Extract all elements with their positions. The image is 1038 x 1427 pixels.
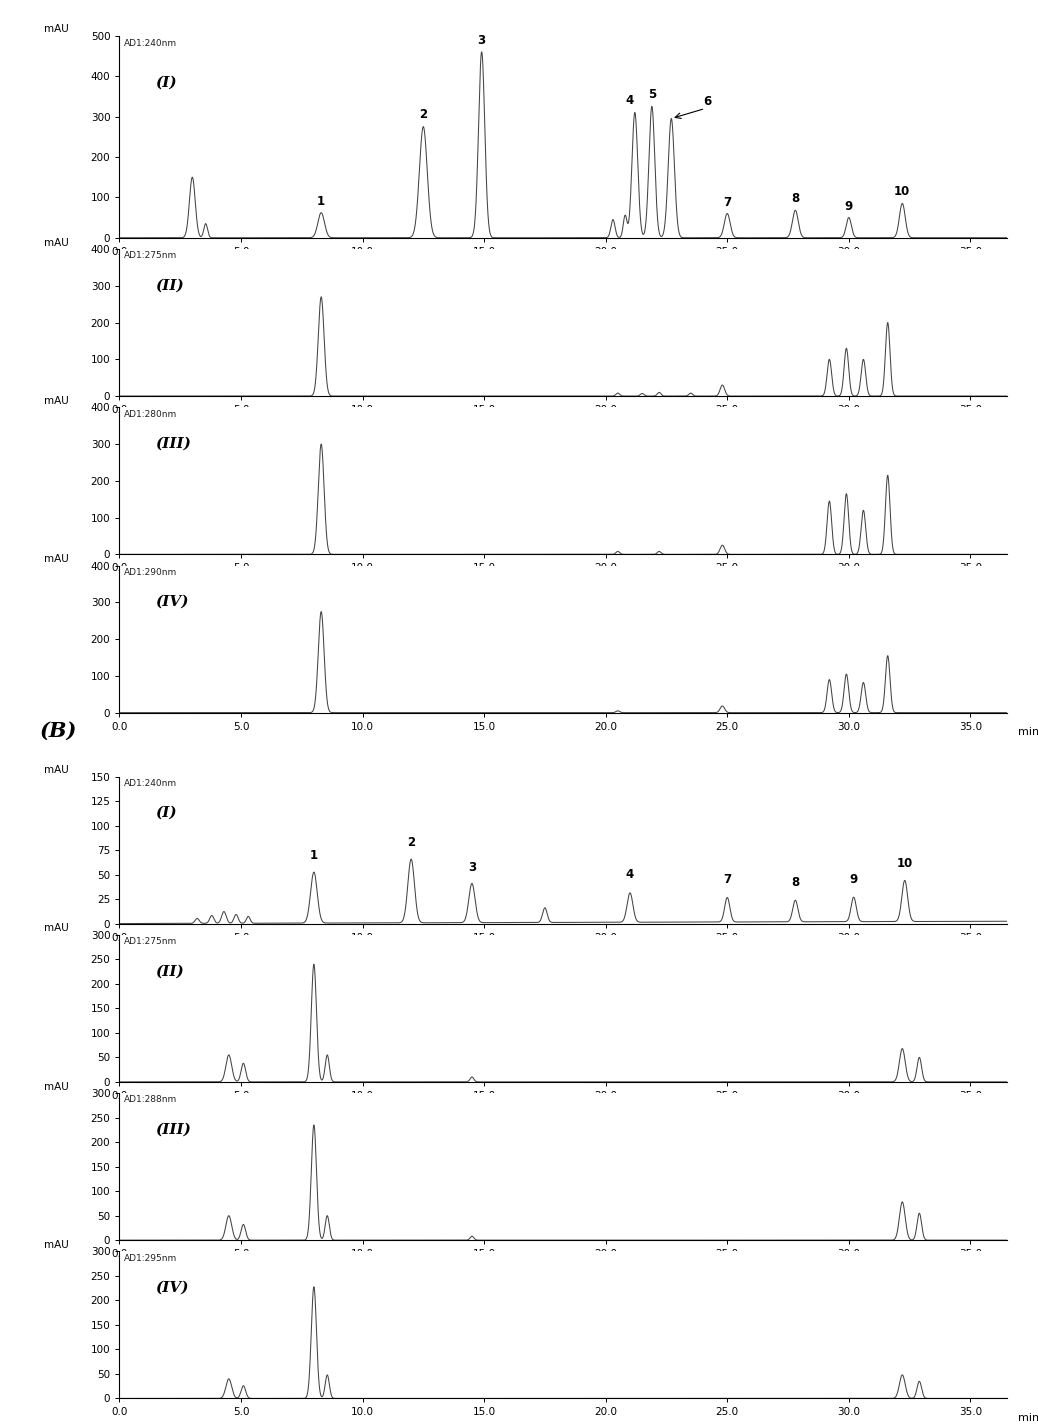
Text: (I): (I)	[155, 806, 176, 821]
Text: (B): (B)	[39, 721, 77, 741]
Text: mAU: mAU	[44, 1240, 69, 1250]
Text: mAU: mAU	[44, 395, 69, 405]
Text: AD1:275nm: AD1:275nm	[124, 251, 177, 260]
Text: 5: 5	[648, 88, 656, 101]
Text: mAU: mAU	[44, 238, 69, 248]
Text: AD1:275nm: AD1:275nm	[124, 938, 177, 946]
Text: (II): (II)	[155, 278, 184, 293]
Text: 4: 4	[626, 869, 634, 882]
Text: (II): (II)	[155, 965, 184, 979]
Text: 9: 9	[845, 200, 853, 213]
Text: 9: 9	[849, 873, 857, 886]
Text: mAU: mAU	[44, 1082, 69, 1092]
Text: AD1:240nm: AD1:240nm	[124, 39, 176, 47]
Text: AD1:288nm: AD1:288nm	[124, 1096, 177, 1104]
Text: 2: 2	[407, 836, 415, 849]
Text: 8: 8	[791, 876, 799, 889]
Text: mAU: mAU	[44, 24, 69, 34]
Text: 1: 1	[318, 195, 325, 208]
Text: 2: 2	[419, 108, 428, 121]
Text: 10: 10	[894, 186, 910, 198]
Text: 4: 4	[626, 94, 634, 107]
Text: (IV): (IV)	[155, 1281, 188, 1294]
Text: (I): (I)	[155, 76, 176, 90]
X-axis label: min: min	[1018, 728, 1038, 738]
Text: AD1:290nm: AD1:290nm	[124, 568, 177, 577]
X-axis label: min: min	[1018, 1413, 1038, 1423]
Text: mAU: mAU	[44, 554, 69, 564]
Text: AD1:240nm: AD1:240nm	[124, 779, 176, 788]
Text: 3: 3	[468, 860, 476, 873]
Text: 10: 10	[897, 856, 912, 869]
Text: (III): (III)	[155, 1123, 191, 1136]
Text: (IV): (IV)	[155, 595, 188, 609]
Text: 3: 3	[477, 34, 486, 47]
Text: mAU: mAU	[44, 765, 69, 775]
Text: AD1:295nm: AD1:295nm	[124, 1254, 177, 1263]
Text: (III): (III)	[155, 437, 191, 451]
Text: 7: 7	[723, 195, 732, 208]
Text: AD1:280nm: AD1:280nm	[124, 410, 177, 418]
Text: 6: 6	[704, 96, 712, 108]
Text: 7: 7	[723, 873, 732, 886]
Text: 1: 1	[309, 849, 318, 862]
Text: 8: 8	[791, 193, 799, 205]
Text: mAU: mAU	[44, 923, 69, 933]
